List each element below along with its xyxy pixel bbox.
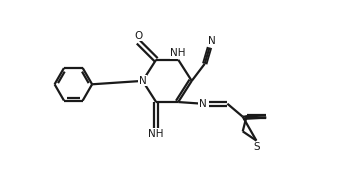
Text: N: N	[199, 99, 207, 109]
Text: NH: NH	[171, 48, 186, 58]
Text: N: N	[208, 36, 216, 46]
Text: N: N	[139, 76, 147, 86]
Text: O: O	[134, 31, 142, 41]
Text: NH: NH	[148, 129, 164, 139]
Text: S: S	[253, 142, 260, 152]
